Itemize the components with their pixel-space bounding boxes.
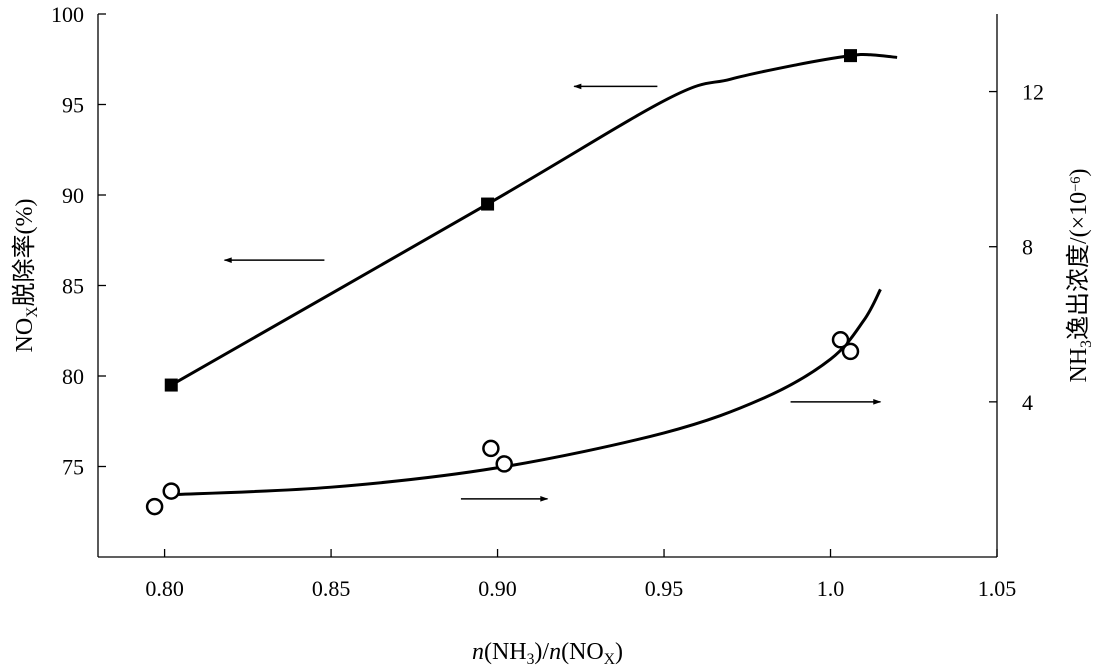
circle-marker — [841, 342, 860, 361]
x-tick-label: 0.90 — [478, 576, 517, 601]
x-tick-label: 1.05 — [978, 576, 1017, 601]
square-marker — [481, 197, 495, 211]
x-tick-label: 0.95 — [645, 576, 684, 601]
label-part: 3 — [1078, 340, 1093, 348]
right-y-tick-label: 8 — [1022, 235, 1033, 260]
circle-marker — [162, 482, 181, 500]
circle-marker — [495, 455, 513, 473]
left-y-tick-label: 95 — [62, 93, 84, 118]
left-y-tick-label: 75 — [62, 455, 84, 480]
series-1-line — [170, 52, 898, 387]
label-part: 3 — [527, 651, 535, 666]
label-part: −6 — [1068, 177, 1084, 192]
label-part: 逸出浓度/(×10 — [1065, 192, 1092, 340]
series-2-line — [164, 288, 882, 497]
left-y-tick-label: 100 — [51, 2, 84, 27]
label-part: )/ — [534, 639, 549, 665]
label-part: n — [549, 639, 561, 665]
axes: 0.80 0.85 0.90 0.95 1.05 1.0 75 80 85 90 95 100 4 8 12… — [11, 2, 1093, 666]
label-part: X — [24, 307, 41, 318]
markers — [145, 49, 860, 516]
square-marker — [843, 49, 857, 63]
circle-marker — [145, 497, 164, 516]
curves — [164, 52, 898, 497]
circle-marker — [482, 439, 500, 458]
label-part: X — [604, 651, 615, 666]
x-tick-label: 1.0 — [817, 576, 845, 601]
label-part: NO — [12, 318, 38, 353]
right-y-tick-label: 4 — [1022, 390, 1033, 415]
left-y-tick-label: 80 — [62, 364, 84, 389]
label-part: (NO — [561, 639, 604, 665]
label-part: ) — [1066, 169, 1092, 177]
x-tick-label: 0.85 — [312, 576, 351, 601]
circle-marker — [831, 331, 850, 349]
square-marker — [164, 378, 178, 392]
label-part: NH — [1066, 348, 1092, 383]
right-y-axis-title: NH3逸出浓度/(×10−6) — [1065, 169, 1093, 383]
label-part: n — [472, 639, 484, 665]
left-y-axis-title: NOX脱除率(%) — [11, 199, 41, 353]
label-part: 脱除率(%) — [11, 199, 38, 307]
annotations — [223, 83, 882, 502]
left-y-tick-label: 85 — [62, 274, 84, 299]
x-axis-title: n(NH3)/n(NOX) — [472, 639, 623, 666]
x-tick-label: 0.80 — [145, 576, 184, 601]
right-y-tick-label: 12 — [1022, 80, 1044, 105]
left-y-tick-label: 90 — [62, 183, 84, 208]
label-part: (NH — [484, 639, 527, 665]
label-part: ) — [615, 639, 623, 665]
